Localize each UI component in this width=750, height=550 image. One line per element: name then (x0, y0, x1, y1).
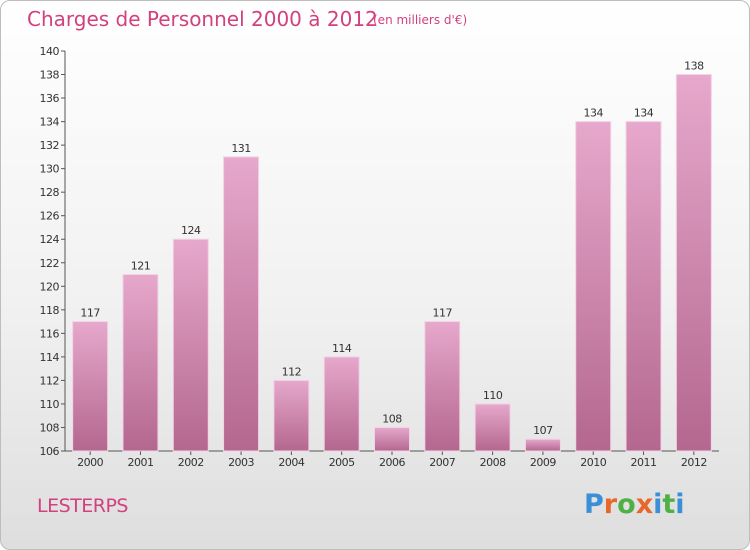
y-tick-label: 126 (40, 210, 60, 223)
bar-value-label: 107 (533, 424, 553, 437)
bar (273, 379, 310, 452)
bar (374, 426, 410, 452)
x-tick-label: 2001 (127, 456, 153, 469)
bar-value-label: 114 (332, 342, 352, 355)
x-tick-label: 2000 (77, 456, 103, 469)
bar (424, 321, 461, 452)
y-tick-label: 112 (40, 374, 60, 387)
y-tick-label: 138 (40, 69, 60, 82)
chart-title: Charges de Personnel 2000 à 2012 (27, 7, 378, 31)
y-tick-label: 134 (40, 116, 60, 129)
x-tick-label: 2002 (178, 456, 204, 469)
y-tick-label: 106 (40, 445, 60, 458)
x-tick-label: 2004 (278, 456, 304, 469)
y-tick-label: 122 (40, 257, 60, 270)
y-tick-label: 116 (40, 327, 60, 340)
bar-value-label: 110 (483, 389, 503, 402)
bar-value-label: 117 (433, 307, 453, 320)
x-tick-label: 2009 (530, 456, 556, 469)
chart-labels: 117 2000 121 2001 124 2002 131 2003 112 2004 114 20… (77, 60, 707, 469)
y-tick-label: 114 (40, 351, 60, 364)
chart-bars (72, 74, 712, 452)
x-tick-label: 2003 (228, 456, 254, 469)
y-tick-label: 130 (40, 163, 60, 176)
x-tick-label: 2005 (329, 456, 355, 469)
x-tick-label: 2006 (379, 456, 405, 469)
x-tick-label: 2008 (480, 456, 506, 469)
y-tick-label: 118 (40, 304, 60, 317)
bar (675, 74, 712, 452)
logo-letter: i (653, 489, 663, 520)
x-tick-label: 2011 (631, 456, 657, 469)
y-tick-label: 120 (40, 280, 60, 293)
logo-letter: t (662, 489, 676, 520)
logo-letter: o (617, 489, 636, 520)
bar-value-label: 124 (181, 224, 201, 237)
bar-value-label: 117 (80, 307, 100, 320)
x-tick-label: 2010 (580, 456, 606, 469)
chart-axes: 106 108 110 112 114 116 118 120 122 124 126 128 130 1… (40, 45, 719, 458)
commune-name: LESTERPS (37, 495, 128, 517)
y-tick-label: 132 (40, 139, 60, 152)
bar (323, 356, 360, 452)
y-tick-label: 108 (40, 421, 60, 434)
logo-letter: i (675, 489, 685, 520)
bar-value-label: 138 (684, 60, 704, 73)
chart-subtitle: (en milliers d'€) (373, 13, 468, 27)
bar (172, 238, 209, 452)
logo-letter: x (635, 489, 654, 520)
logo-letter: r (603, 489, 618, 520)
y-tick-label: 136 (40, 92, 60, 105)
bar-value-label: 131 (231, 142, 251, 155)
proxiti-logo: Proxiti (584, 489, 685, 520)
y-tick-label: 124 (40, 233, 60, 246)
bar-value-label: 121 (131, 260, 151, 273)
x-tick-label: 2007 (429, 456, 455, 469)
y-tick-label: 128 (40, 186, 60, 199)
bar (575, 121, 612, 452)
logo-letter: P (584, 489, 604, 520)
bar (524, 438, 561, 452)
y-tick-label: 140 (40, 45, 60, 58)
bar-value-label: 134 (583, 107, 603, 120)
bar (474, 403, 511, 452)
bar (122, 274, 159, 452)
bar (223, 156, 260, 452)
bar-value-label: 134 (634, 107, 654, 120)
bar-value-label: 108 (382, 412, 402, 425)
y-tick-label: 110 (40, 398, 60, 411)
bar (625, 121, 662, 452)
bar-value-label: 112 (282, 365, 302, 378)
bar (72, 321, 109, 452)
x-tick-label: 2012 (681, 456, 707, 469)
